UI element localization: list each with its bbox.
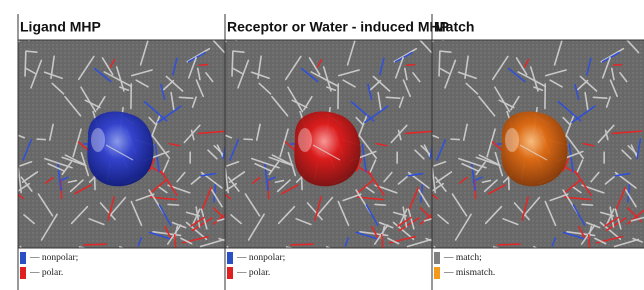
bond bbox=[614, 65, 622, 66]
legend-swatch bbox=[20, 252, 26, 264]
bond bbox=[407, 65, 415, 66]
legend-swatch bbox=[227, 267, 233, 279]
legend-label: — match; bbox=[443, 253, 482, 263]
legend-label: — nonpolar; bbox=[236, 253, 285, 263]
bond bbox=[168, 204, 178, 205]
legend-label: — mismatch. bbox=[443, 268, 495, 278]
panel-title: Receptor or Water - induced MHP bbox=[227, 19, 449, 35]
bond bbox=[26, 51, 37, 52]
legend-swatch bbox=[227, 252, 233, 264]
legend-swatch bbox=[434, 267, 440, 279]
bond bbox=[291, 244, 313, 245]
bond bbox=[84, 244, 106, 245]
bond bbox=[233, 51, 244, 52]
molecule-view bbox=[4, 17, 235, 268]
bond bbox=[25, 51, 26, 76]
legend-swatch bbox=[20, 267, 26, 279]
legend-label: — nonpolar; bbox=[29, 253, 78, 263]
surface-highlight bbox=[91, 128, 105, 152]
bond bbox=[200, 65, 208, 66]
bond bbox=[498, 244, 520, 245]
figure: Ligand MHP — nonpolar; — polar. Receptor or… bbox=[0, 0, 644, 290]
bond bbox=[593, 97, 606, 98]
bond bbox=[582, 204, 592, 205]
legend-swatch bbox=[434, 252, 440, 264]
bond bbox=[232, 51, 233, 76]
bond bbox=[179, 97, 192, 98]
surface-highlight bbox=[298, 128, 312, 152]
bond bbox=[375, 204, 385, 205]
bond bbox=[386, 97, 399, 98]
legend-label: — polar. bbox=[29, 268, 63, 278]
panel-title: Ligand MHP bbox=[20, 19, 101, 35]
bond bbox=[440, 51, 451, 52]
molecule-view bbox=[418, 17, 644, 268]
panel-title: Match bbox=[434, 19, 474, 35]
legend-label: — polar. bbox=[236, 268, 270, 278]
bond bbox=[439, 51, 440, 76]
molecule-view bbox=[211, 17, 442, 268]
surface-highlight bbox=[505, 128, 519, 152]
